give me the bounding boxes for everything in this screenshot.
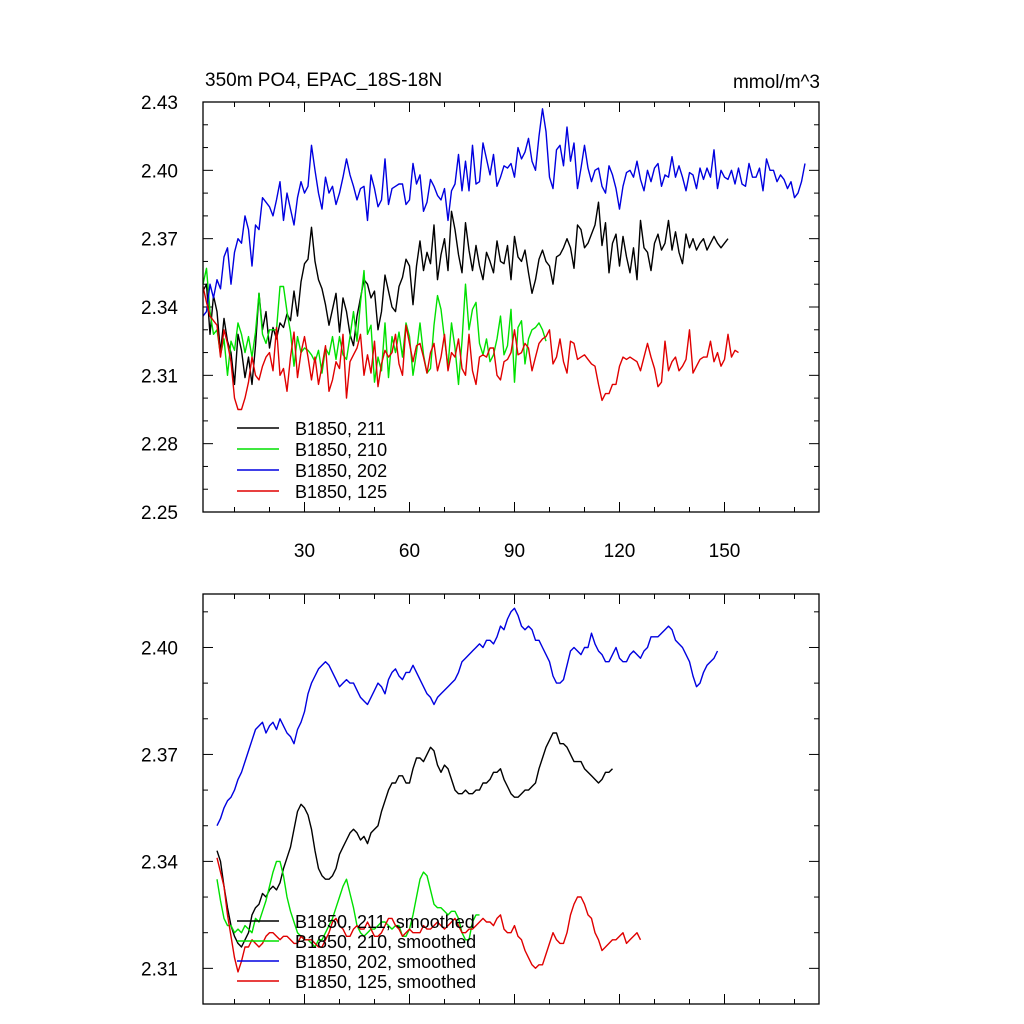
series-line	[202, 267, 547, 386]
y-tick-label: 2.34	[141, 852, 178, 873]
y-tick-label: 2.43	[141, 93, 178, 114]
y-tick-label: 2.28	[141, 435, 178, 456]
legend-label: B1850, 210, smoothed	[295, 932, 476, 952]
plot-frame	[202, 593, 820, 1005]
x-tick-label: 60	[399, 541, 420, 562]
legend-label: B1850, 210	[295, 440, 387, 460]
y-tick-label: 2.31	[141, 959, 178, 980]
series-line	[202, 108, 806, 317]
legend-label: B1850, 125, smoothed	[295, 972, 476, 992]
series-line	[216, 607, 719, 827]
y-tick-label: 2.40	[141, 638, 178, 659]
series-line	[202, 201, 729, 386]
legend-label: B1850, 202	[295, 461, 387, 481]
series-line	[202, 286, 739, 411]
legend-label: B1850, 125	[295, 482, 387, 502]
x-tick-label: 30	[294, 541, 315, 562]
y-tick-label: 2.31	[141, 366, 178, 387]
x-tick-label: 90	[504, 541, 525, 562]
legend-label: B1850, 211	[295, 419, 386, 439]
x-tick-label: 150	[709, 541, 741, 562]
y-tick-label: 2.34	[141, 298, 178, 319]
y-tick-label: 2.25	[141, 503, 178, 524]
x-tick-label: 120	[604, 541, 636, 562]
units-label: mmol/m^3	[733, 72, 820, 93]
y-tick-label: 2.37	[141, 230, 178, 251]
smoothed-chart-panel: 2.312.342.372.40 B1850, 211, smoothedB18…	[141, 593, 820, 1005]
legend-label: B1850, 202, smoothed	[295, 952, 476, 972]
legend-label: B1850, 211, smoothed	[295, 912, 475, 932]
y-tick-label: 2.40	[141, 161, 178, 182]
series-line	[216, 857, 642, 973]
plot-frame	[202, 101, 820, 513]
y-tick-label: 2.37	[141, 745, 178, 766]
annual-chart-panel: 350m PO4, EPAC_18S-18N mmol/m^3 30 60 90 12…	[141, 70, 820, 562]
series-line	[216, 860, 480, 948]
chart-title: 350m PO4, EPAC_18S-18N	[205, 70, 442, 91]
